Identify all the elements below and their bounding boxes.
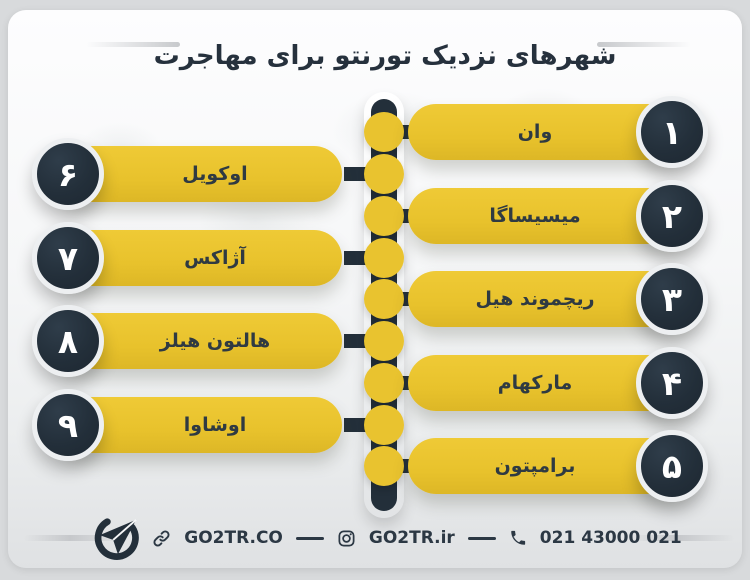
rank-number: ۱ bbox=[661, 112, 683, 152]
footer: GO2TR.CO GO2TR.ir 021 43000 021 bbox=[95, 514, 682, 562]
city-label: آژاکس bbox=[184, 247, 246, 269]
website-link[interactable]: GO2TR.CO bbox=[184, 528, 283, 548]
instagram-link[interactable]: GO2TR.ir bbox=[368, 528, 455, 548]
rank-badge: ۷ bbox=[32, 222, 104, 294]
phone-icon bbox=[509, 529, 527, 547]
instagram-icon bbox=[337, 529, 356, 548]
timeline-node bbox=[364, 112, 404, 152]
rank-badge: ۴ bbox=[636, 347, 708, 419]
timeline-node bbox=[364, 279, 404, 319]
title-decorative-line-left bbox=[86, 42, 180, 47]
connector-stub bbox=[344, 418, 368, 432]
go2tr-logo bbox=[93, 515, 140, 561]
city-label: وان bbox=[517, 121, 553, 143]
city-label: اوشاوا bbox=[183, 414, 247, 436]
timeline-node bbox=[364, 405, 404, 445]
footer-separator bbox=[467, 536, 496, 540]
rank-number: ۷ bbox=[57, 238, 79, 278]
rank-badge: ۳ bbox=[636, 263, 708, 335]
city-label: ریچموند هیل bbox=[475, 288, 595, 310]
page-title: شهرهای نزدیک تورنتو برای مهاجرت bbox=[153, 41, 617, 72]
city-label: مارکهام bbox=[497, 372, 573, 394]
rank-badge: ۵ bbox=[636, 430, 708, 502]
rank-number: ۲ bbox=[661, 196, 683, 236]
city-label: برامپتون bbox=[494, 455, 576, 477]
city-label: هالتون هیلز bbox=[159, 330, 271, 352]
rank-number: ۴ bbox=[661, 363, 683, 403]
rank-badge: ۸ bbox=[32, 305, 104, 377]
footer-decorative-line-right bbox=[632, 535, 734, 541]
timeline-node bbox=[364, 321, 404, 361]
city-label: میسیساگا bbox=[489, 205, 581, 227]
phone-number[interactable]: 021 43000 021 bbox=[539, 528, 682, 548]
timeline-node bbox=[364, 196, 404, 236]
timeline-node bbox=[364, 238, 404, 278]
rank-number: ۵ bbox=[661, 446, 683, 486]
rank-number: ۹ bbox=[57, 405, 79, 445]
timeline-node bbox=[364, 363, 404, 403]
rank-number: ۶ bbox=[57, 154, 79, 194]
rank-badge: ۶ bbox=[32, 138, 104, 210]
rank-badge: ۲ bbox=[636, 180, 708, 252]
footer-decorative-line-left bbox=[24, 535, 126, 541]
rank-badge: ۹ bbox=[32, 389, 104, 461]
city-label: اوکویل bbox=[182, 163, 248, 185]
rank-number: ۸ bbox=[57, 321, 79, 361]
footer-separator bbox=[295, 536, 324, 540]
timeline-node bbox=[364, 446, 404, 486]
title-decorative-line-right bbox=[597, 42, 691, 47]
link-icon bbox=[152, 529, 171, 548]
timeline-node bbox=[364, 154, 404, 194]
rank-badge: ۱ bbox=[636, 96, 708, 168]
rank-number: ۳ bbox=[661, 279, 683, 319]
